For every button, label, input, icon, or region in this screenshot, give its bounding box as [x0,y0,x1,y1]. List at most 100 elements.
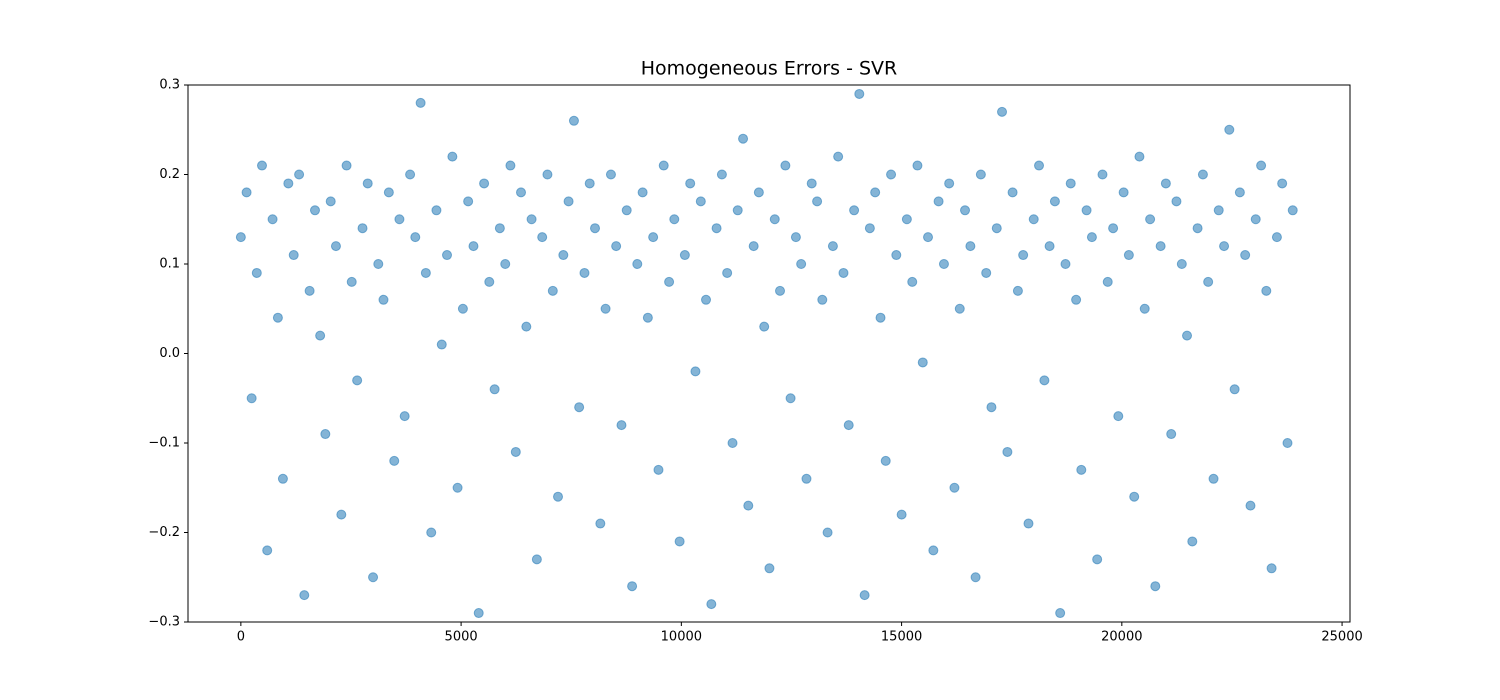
point [1197,169,1208,180]
point [642,312,653,323]
point [442,250,453,261]
point [1118,187,1129,198]
y-tick-label: 0.1 [159,257,180,272]
point [759,321,770,332]
chart-title: Homogeneous Errors - SVR [641,58,898,80]
point [600,303,611,314]
x-tick-label: 10000 [661,630,702,645]
point [753,187,764,198]
point [500,259,511,269]
point [283,178,294,189]
point [590,223,601,234]
point [1208,473,1219,484]
point [722,267,733,278]
point [272,312,283,323]
x-tick-label: 0 [237,630,245,645]
point [769,214,780,225]
point [891,250,902,261]
point [986,402,997,413]
x-tick-label: 5000 [445,630,478,645]
point [896,509,907,520]
point [859,590,870,601]
point [785,393,796,404]
point [954,303,965,314]
point [949,482,960,493]
point [817,294,828,305]
point [1108,223,1119,234]
point [1256,160,1267,171]
point [1034,160,1045,171]
point [748,241,759,252]
point [516,187,527,198]
point [632,259,643,269]
point [1139,303,1150,314]
point [336,509,347,520]
point [912,160,923,171]
point [1028,214,1039,225]
point [304,285,315,296]
point [732,205,743,216]
point [383,187,394,198]
point [346,276,357,287]
point [764,563,775,574]
point [447,151,458,162]
point [864,223,875,234]
point [246,393,257,404]
point [1129,491,1140,502]
y-tick-label: 0.2 [159,167,180,182]
point [1261,285,1272,296]
point [1182,330,1193,341]
point [526,214,537,225]
point [1245,500,1256,511]
point [796,259,807,269]
point [479,178,490,189]
point [790,232,801,243]
point [706,599,717,610]
point [1018,250,1029,261]
point [827,241,838,252]
x-tick-label: 20000 [1101,630,1142,645]
point [886,169,897,180]
point [473,608,484,619]
point [553,491,564,502]
point [235,232,246,243]
point [584,178,595,189]
point [521,321,532,332]
point [1097,169,1108,180]
point [1044,241,1055,252]
point [1123,250,1134,261]
y-tick-label: 0.0 [159,346,180,361]
point [277,473,288,484]
point [542,169,553,180]
point [457,303,468,314]
point [1250,214,1261,225]
point [410,232,421,243]
point [1039,375,1050,386]
point [1266,563,1277,574]
point [330,241,341,252]
point [901,214,912,225]
point [1160,178,1171,189]
point [738,133,749,144]
point [1065,178,1076,189]
point [627,581,638,592]
point [822,527,833,538]
point [579,267,590,278]
point [1049,196,1060,207]
point [1213,205,1224,216]
point [399,411,410,422]
point [494,223,505,234]
point [928,545,939,556]
point [1113,411,1124,422]
point [1007,187,1018,198]
point [1203,276,1214,287]
point [849,205,860,216]
point [309,205,320,216]
point [315,330,326,341]
point [1086,232,1097,243]
point [1277,178,1288,189]
point [923,232,934,243]
point [833,151,844,162]
point [368,572,379,583]
